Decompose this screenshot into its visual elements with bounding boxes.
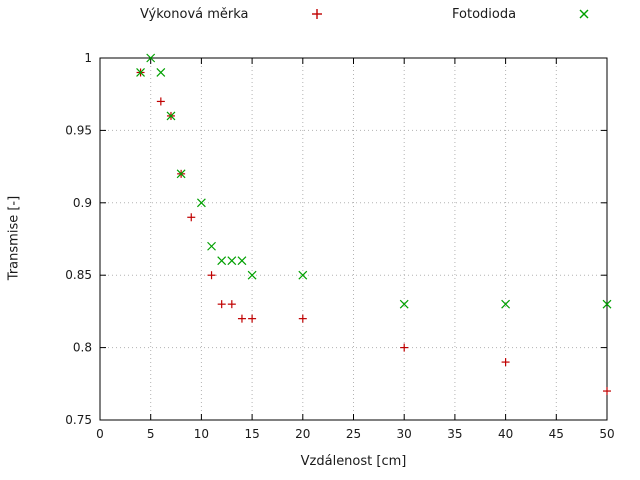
svg-text:25: 25: [346, 427, 361, 441]
svg-text:30: 30: [397, 427, 412, 441]
svg-text:20: 20: [295, 427, 310, 441]
legend-label: Výkonová měrka: [140, 6, 249, 22]
svg-text:15: 15: [244, 427, 259, 441]
svg-text:1: 1: [84, 51, 92, 65]
legend-entry-vykonova-merka: Výkonová měrka: [140, 6, 323, 22]
svg-text:0.8: 0.8: [73, 341, 92, 355]
svg-text:0: 0: [96, 427, 104, 441]
svg-text:0.85: 0.85: [65, 268, 92, 282]
svg-text:0.95: 0.95: [65, 123, 92, 137]
x-axis-label: Vzdálenost [cm]: [300, 454, 407, 469]
svg-text:50: 50: [599, 427, 614, 441]
svg-text:40: 40: [498, 427, 513, 441]
svg-text:45: 45: [549, 427, 564, 441]
svg-text:0.9: 0.9: [73, 196, 92, 210]
svg-text:10: 10: [194, 427, 209, 441]
svg-text:5: 5: [147, 427, 155, 441]
svg-text:0.75: 0.75: [65, 413, 92, 427]
plus-marker-icon: [311, 9, 322, 19]
cross-marker-icon: [579, 9, 589, 19]
legend-entry-fotodioda: Fotodioda: [452, 6, 590, 22]
svg-text:35: 35: [447, 427, 462, 441]
legend-label: Fotodioda: [452, 6, 517, 22]
